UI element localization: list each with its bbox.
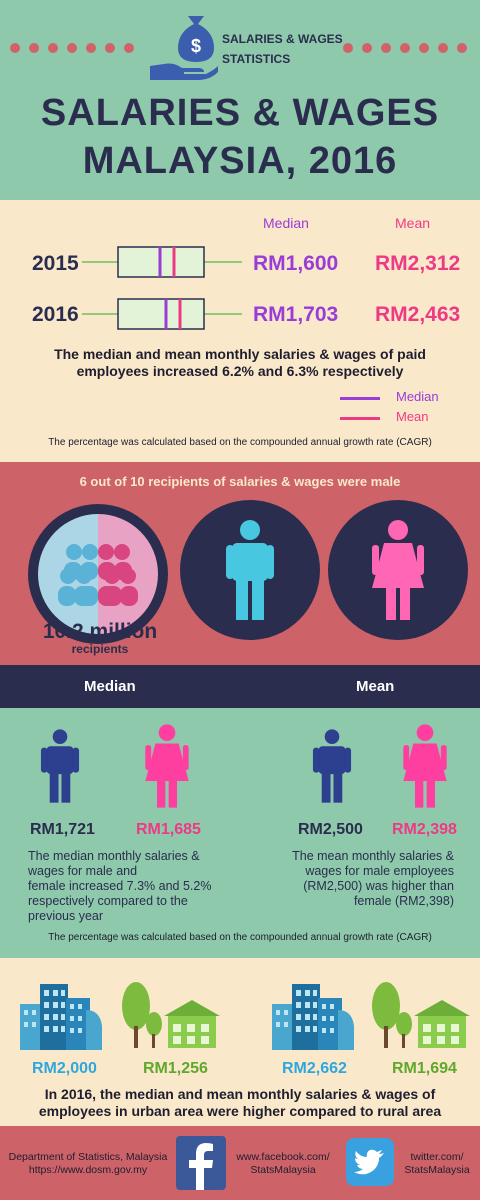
mean-value-2016: RM2,463 bbox=[375, 303, 461, 326]
rural-house-icon bbox=[372, 982, 470, 1048]
gender-headline: 6 out of 10 recipients of salaries & wag… bbox=[79, 474, 401, 489]
header: $ SALARIES & WAGES STATISTICS SALARIES &… bbox=[0, 0, 480, 200]
mean-rural-value: RM1,694 bbox=[392, 1060, 457, 1077]
by-gender-section: RM1,721 RM1,685 RM2,500 RM2,398 The medi… bbox=[0, 708, 480, 958]
median-female-value: RM1,685 bbox=[136, 821, 201, 838]
mean-gender-text: The mean monthly salaries & wages for ma… bbox=[292, 849, 454, 908]
urban-rural-section: RM2,000 RM1,256 RM2,662 RM1,694 In 2016,… bbox=[0, 958, 480, 1126]
boxplot-2016 bbox=[82, 298, 242, 330]
median-male-value: RM1,721 bbox=[30, 821, 95, 838]
recipients-label: recipients bbox=[71, 642, 129, 656]
urban-rural-statement: In 2016, the median and mean monthly sal… bbox=[38, 1086, 442, 1119]
median-value-2015: RM1,600 bbox=[253, 252, 339, 275]
money-bag-hand-icon: $ bbox=[150, 16, 218, 80]
cagr-note: The percentage was calculated based on t… bbox=[48, 932, 432, 943]
median-column-header: Median bbox=[263, 215, 309, 231]
legend-median-label: Median bbox=[396, 389, 439, 404]
mean-urban-value: RM2,662 bbox=[282, 1060, 347, 1077]
mean-female-value: RM2,398 bbox=[392, 821, 457, 838]
decorative-dot bbox=[10, 43, 20, 53]
rural-house-icon bbox=[122, 982, 220, 1048]
male-percentage: 63% bbox=[228, 620, 272, 643]
footer: Department of Statistics, Malaysia https… bbox=[0, 1126, 480, 1200]
mean-value-2015: RM2,312 bbox=[375, 252, 461, 275]
female-percentage: 37% bbox=[376, 620, 420, 643]
website-link[interactable]: https://www.dosm.gov.my bbox=[28, 1164, 148, 1176]
median-band-label: Median bbox=[84, 678, 136, 695]
median-value-2016: RM1,703 bbox=[253, 303, 339, 326]
gender-share-section: 6 out of 10 recipients of salaries & wag… bbox=[0, 462, 480, 665]
decorative-dot bbox=[29, 43, 39, 53]
cagr-note: The percentage was calculated based on t… bbox=[48, 437, 432, 448]
male-figure-icon bbox=[312, 729, 352, 803]
decorative-dot bbox=[86, 43, 96, 53]
male-circle bbox=[180, 500, 320, 640]
legend-mean-label: Mean bbox=[396, 409, 429, 424]
page-title-line-1: SALARIES & WAGES bbox=[40, 92, 440, 134]
urban-buildings-icon bbox=[272, 984, 354, 1050]
recipients-value: 10.2 million bbox=[42, 620, 158, 643]
mean-column-header: Mean bbox=[395, 215, 431, 231]
mean-male-value: RM2,500 bbox=[298, 821, 363, 838]
twitter-link[interactable]: twitter.com/ StatsMalaysia bbox=[404, 1151, 470, 1176]
svg-text:$: $ bbox=[191, 36, 201, 56]
decorative-dot bbox=[124, 43, 134, 53]
decorative-dot bbox=[48, 43, 58, 53]
decorative-dot bbox=[400, 43, 410, 53]
female-circle bbox=[328, 500, 468, 640]
median-urban-value: RM2,000 bbox=[32, 1060, 97, 1077]
decorative-dot bbox=[457, 43, 467, 53]
page-title-line-2: MALAYSIA, 2016 bbox=[82, 140, 398, 182]
female-figure-icon bbox=[403, 724, 447, 808]
urban-buildings-icon bbox=[20, 984, 102, 1050]
decorative-dot bbox=[362, 43, 372, 53]
boxplot-2015 bbox=[82, 246, 242, 278]
people-group-icon bbox=[38, 514, 158, 634]
twitter-icon[interactable] bbox=[346, 1138, 394, 1186]
decorative-dot bbox=[343, 43, 353, 53]
median-rural-value: RM1,256 bbox=[143, 1060, 208, 1077]
female-figure-icon bbox=[145, 724, 189, 808]
decorative-dot bbox=[105, 43, 115, 53]
decorative-dot bbox=[419, 43, 429, 53]
year-label: 2016 bbox=[32, 303, 79, 326]
facebook-link[interactable]: www.facebook.com/ StatsMalaysia bbox=[236, 1151, 330, 1176]
legend-mean-swatch bbox=[340, 417, 380, 420]
brand-line-2: STATISTICS bbox=[222, 52, 291, 66]
facebook-icon[interactable] bbox=[176, 1136, 226, 1190]
overall-trend-section: Median Mean 2015 RM1,600 RM2,312 2016 RM… bbox=[0, 200, 480, 462]
male-figure-icon bbox=[40, 729, 80, 803]
female-figure-icon bbox=[372, 520, 424, 620]
year-label: 2015 bbox=[32, 252, 79, 275]
recipients-circle bbox=[28, 504, 168, 644]
male-figure-icon bbox=[226, 520, 274, 620]
organisation-info: Department of Statistics, Malaysia https… bbox=[4, 1151, 172, 1177]
median-mean-band: Median Mean bbox=[0, 665, 480, 708]
legend-median-swatch bbox=[340, 397, 380, 400]
mean-band-label: Mean bbox=[356, 678, 395, 695]
decorative-dot bbox=[67, 43, 77, 53]
median-gender-text: The median monthly salaries & wages for … bbox=[28, 849, 212, 923]
decorative-dot bbox=[381, 43, 391, 53]
trend-statement: The median and mean monthly salaries & w… bbox=[54, 346, 426, 379]
decorative-dot bbox=[438, 43, 448, 53]
brand-line-1: SALARIES & WAGES bbox=[222, 32, 343, 46]
